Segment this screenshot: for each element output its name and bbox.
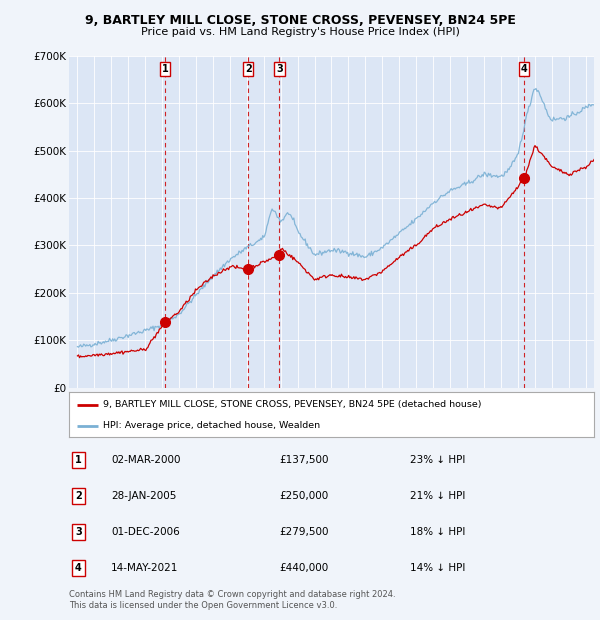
Text: 9, BARTLEY MILL CLOSE, STONE CROSS, PEVENSEY, BN24 5PE (detached house): 9, BARTLEY MILL CLOSE, STONE CROSS, PEVE…	[103, 401, 482, 409]
Text: 1: 1	[75, 455, 82, 465]
Text: 2: 2	[245, 64, 251, 74]
Text: 3: 3	[276, 64, 283, 74]
Text: 01-DEC-2006: 01-DEC-2006	[111, 527, 180, 537]
Text: 23% ↓ HPI: 23% ↓ HPI	[410, 455, 466, 465]
Text: 28-JAN-2005: 28-JAN-2005	[111, 491, 176, 501]
Text: Price paid vs. HM Land Registry's House Price Index (HPI): Price paid vs. HM Land Registry's House …	[140, 27, 460, 37]
Text: 02-MAR-2000: 02-MAR-2000	[111, 455, 181, 465]
Text: £137,500: £137,500	[279, 455, 329, 465]
Text: £440,000: £440,000	[279, 563, 328, 573]
Text: HPI: Average price, detached house, Wealden: HPI: Average price, detached house, Weal…	[103, 422, 320, 430]
Text: 4: 4	[521, 64, 527, 74]
Text: 14% ↓ HPI: 14% ↓ HPI	[410, 563, 466, 573]
Text: 18% ↓ HPI: 18% ↓ HPI	[410, 527, 466, 537]
Text: 21% ↓ HPI: 21% ↓ HPI	[410, 491, 466, 501]
Text: £279,500: £279,500	[279, 527, 329, 537]
Text: 3: 3	[75, 527, 82, 537]
Text: £250,000: £250,000	[279, 491, 328, 501]
Text: Contains HM Land Registry data © Crown copyright and database right 2024.
This d: Contains HM Land Registry data © Crown c…	[69, 590, 395, 609]
Text: 14-MAY-2021: 14-MAY-2021	[111, 563, 178, 573]
Text: 4: 4	[75, 563, 82, 573]
Text: 1: 1	[161, 64, 169, 74]
Text: 2: 2	[75, 491, 82, 501]
Text: 9, BARTLEY MILL CLOSE, STONE CROSS, PEVENSEY, BN24 5PE: 9, BARTLEY MILL CLOSE, STONE CROSS, PEVE…	[85, 14, 515, 27]
